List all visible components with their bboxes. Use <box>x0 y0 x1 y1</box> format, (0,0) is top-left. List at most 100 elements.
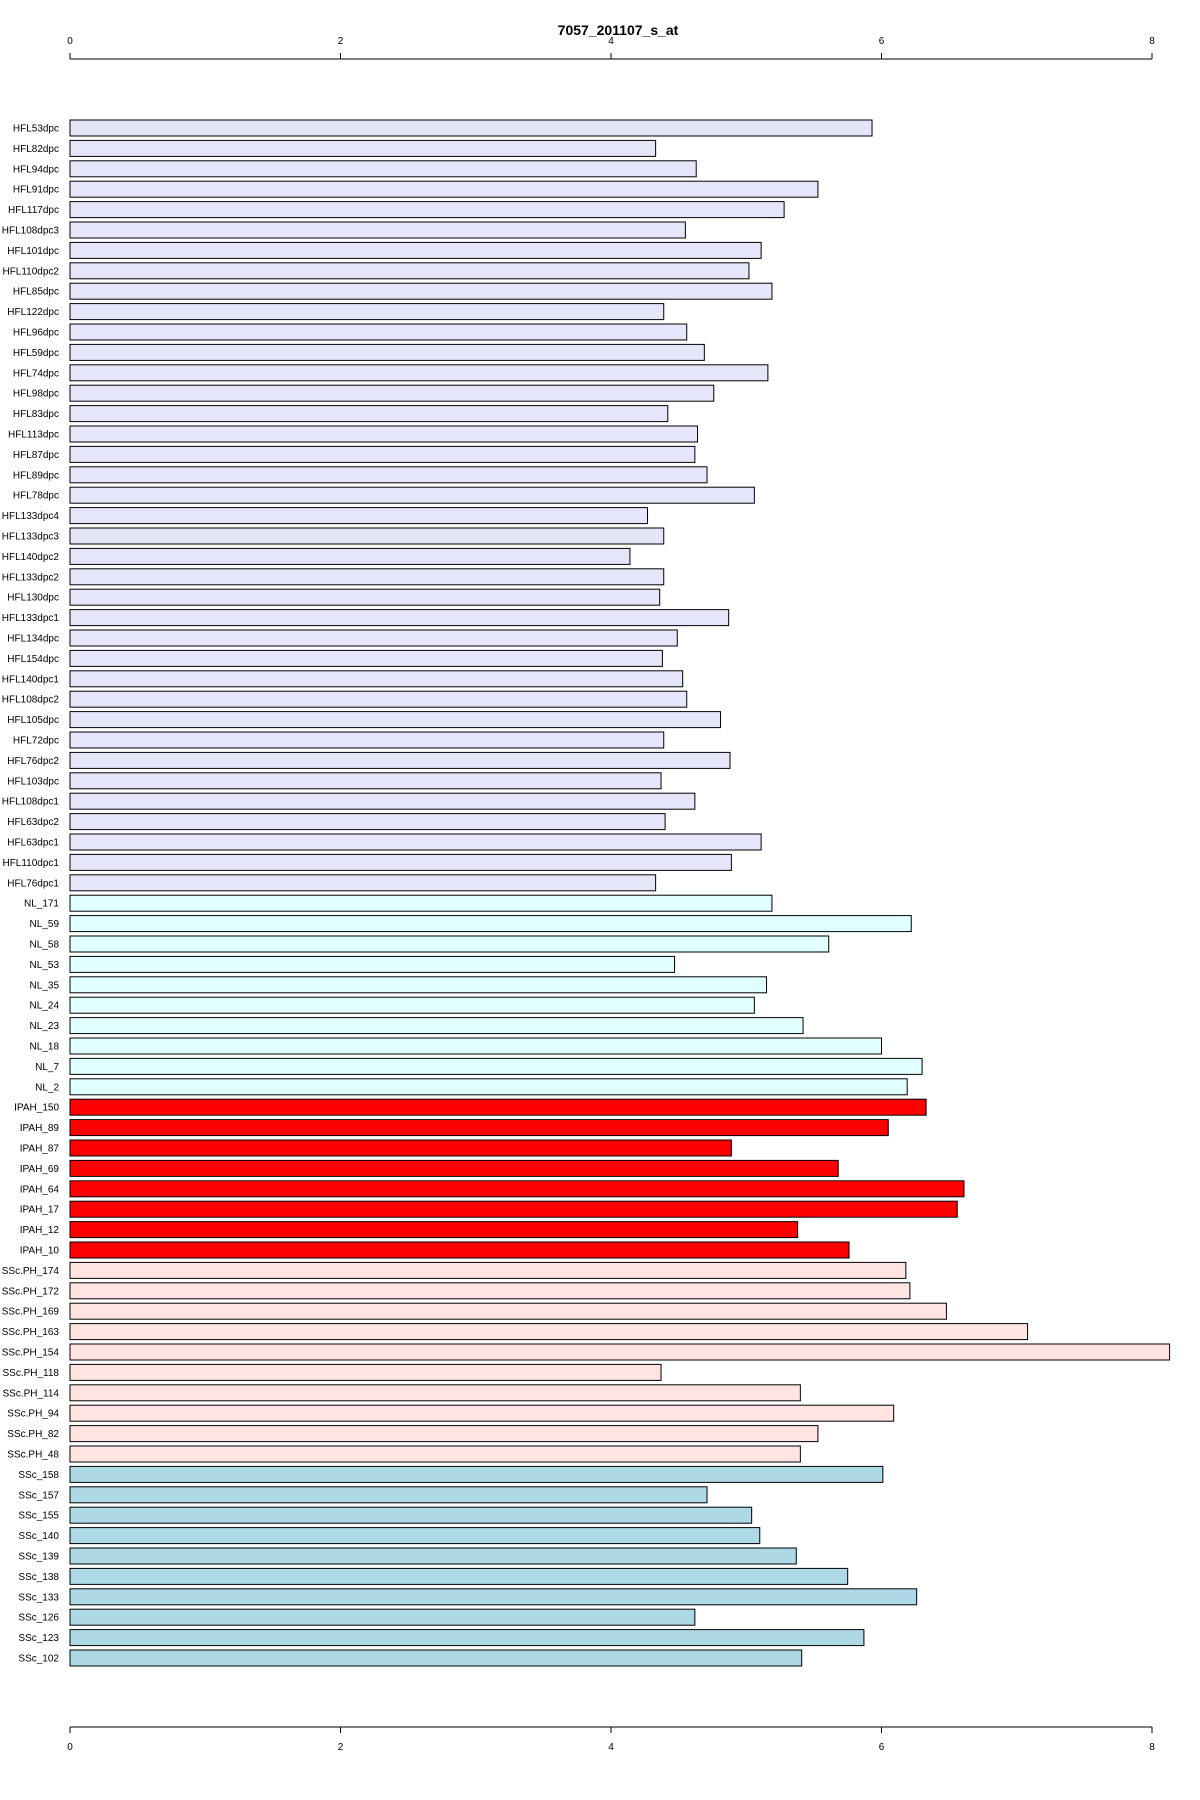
bar-IPAH_150 <box>69 1098 927 1116</box>
row-label: SSc_126 <box>18 1613 59 1624</box>
row-label: SSc_140 <box>18 1531 59 1542</box>
bar-HFL133dpc2 <box>69 568 665 586</box>
bar-HFL140dpc1 <box>69 670 684 688</box>
row-label: HFL82dpc <box>13 144 59 155</box>
row-label: HFL98dpc <box>13 389 59 400</box>
x-axis-bottom: 0 2 4 6 8 <box>67 1726 1155 1753</box>
row-label: HFL113dpc <box>8 430 59 441</box>
row-label: SSc_102 <box>18 1654 59 1665</box>
row-label: SSc.PH_172 <box>2 1286 60 1297</box>
row-label: NL_24 <box>30 1001 60 1012</box>
bar-SSc.PH_172 <box>69 1282 911 1300</box>
row-label: NL_23 <box>30 1021 60 1032</box>
row-label: HFL94dpc <box>13 164 59 175</box>
row-label: IPAH_69 <box>20 1164 60 1175</box>
row-label: HFL72dpc <box>13 736 59 747</box>
bar-SSc.PH_154 <box>69 1343 1171 1361</box>
chart-title: 7057_201107_s_at <box>558 22 679 38</box>
bar-NL_23 <box>69 1017 804 1035</box>
row-label: HFL140dpc1 <box>2 674 60 685</box>
bar-HFL113dpc <box>69 425 699 443</box>
bar-IPAH_89 <box>69 1119 889 1137</box>
x-tick-label-bottom: 4 <box>608 1742 614 1753</box>
row-label: SSc_158 <box>18 1470 59 1481</box>
bar-NL_59 <box>69 915 912 933</box>
bar-HFL85dpc <box>69 282 773 300</box>
row-label: HFL134dpc <box>7 634 59 645</box>
row-label: HFL89dpc <box>13 470 59 481</box>
bar-IPAH_17 <box>69 1200 958 1218</box>
row-label: HFL91dpc <box>13 185 59 196</box>
row-label: HFL74dpc <box>13 368 59 379</box>
row-label: HFL76dpc2 <box>7 756 59 767</box>
bar-NL_35 <box>69 976 768 994</box>
bar-NL_7 <box>69 1057 923 1075</box>
bar-HFL108dpc2 <box>69 690 688 708</box>
row-label: SSc.PH_114 <box>2 1388 59 1399</box>
row-label: IPAH_150 <box>14 1103 59 1114</box>
bar-SSc_123 <box>69 1629 865 1647</box>
bar-SSc.PH_163 <box>69 1323 1029 1341</box>
row-label: HFL133dpc4 <box>2 511 60 522</box>
row-label: HFL122dpc <box>7 307 59 318</box>
bar-HFL134dpc <box>69 629 678 647</box>
row-label: SSc_133 <box>18 1592 59 1603</box>
bar-HFL89dpc <box>69 466 708 484</box>
x-tick-label-top: 6 <box>879 36 885 47</box>
row-label: HFL140dpc2 <box>2 552 60 563</box>
bar-HFL103dpc <box>69 772 662 790</box>
bar-SSc_138 <box>69 1567 849 1585</box>
bar-HFL154dpc <box>69 649 663 667</box>
row-label: SSc_155 <box>18 1511 59 1522</box>
row-label: HFL133dpc2 <box>2 572 60 583</box>
bar-HFL76dpc1 <box>69 874 657 892</box>
row-label: NL_18 <box>30 1042 60 1053</box>
row-label: HFL110dpc2 <box>2 266 59 277</box>
bar-SSc.PH_82 <box>69 1425 819 1443</box>
row-label: HFL76dpc1 <box>7 878 59 889</box>
bar-HFL117dpc <box>69 201 785 219</box>
bar-NL_171 <box>69 894 773 912</box>
bar-HFL96dpc <box>69 323 688 341</box>
bar-HFL83dpc <box>69 405 669 423</box>
bar-SSc_158 <box>69 1465 884 1483</box>
row-label: SSc.PH_174 <box>2 1266 60 1277</box>
bar-HFL98dpc <box>69 384 715 402</box>
x-tick-label-bottom: 8 <box>1149 1742 1155 1753</box>
row-label: HFL133dpc1 <box>2 613 60 624</box>
bar-IPAH_12 <box>69 1221 799 1239</box>
row-label: HFL83dpc <box>13 409 59 420</box>
bar-SSc.PH_94 <box>69 1404 895 1422</box>
row-label: NL_171 <box>24 899 59 910</box>
bar-HFL91dpc <box>69 180 819 198</box>
bar-HFL63dpc1 <box>69 833 762 851</box>
bar-HFL133dpc3 <box>69 527 665 545</box>
bar-IPAH_69 <box>69 1159 839 1177</box>
bar-HFL110dpc1 <box>69 853 732 871</box>
row-label: NL_59 <box>30 919 60 930</box>
row-label: HFL130dpc <box>7 593 59 604</box>
row-label: IPAH_12 <box>20 1225 60 1236</box>
x-axis-top: 0 2 4 6 8 <box>67 36 1155 60</box>
row-label: HFL154dpc <box>7 654 59 665</box>
bar-HFL133dpc1 <box>69 609 730 627</box>
bar-HFL76dpc2 <box>69 751 731 769</box>
bar-HFL74dpc <box>69 364 769 382</box>
bar-HFL53dpc <box>69 119 873 137</box>
bar-HFL133dpc4 <box>69 507 649 525</box>
bar-SSc.PH_114 <box>69 1384 801 1402</box>
x-tick-label-top: 0 <box>67 36 73 47</box>
row-label: NL_58 <box>30 940 60 951</box>
row-label: SSc_138 <box>18 1572 59 1583</box>
row-label: SSc.PH_94 <box>7 1409 59 1420</box>
bar-NL_18 <box>69 1037 882 1055</box>
bar-HFL110dpc2 <box>69 262 750 280</box>
bar-SSc.PH_174 <box>69 1261 907 1279</box>
row-label: HFL110dpc1 <box>2 858 59 869</box>
row-label: IPAH_17 <box>20 1205 60 1216</box>
bar-SSc.PH_118 <box>69 1363 662 1381</box>
bar-SSc_140 <box>69 1527 761 1545</box>
bar-HFL122dpc <box>69 303 665 321</box>
bar-IPAH_64 <box>69 1180 965 1198</box>
bar-SSc_155 <box>69 1506 753 1524</box>
